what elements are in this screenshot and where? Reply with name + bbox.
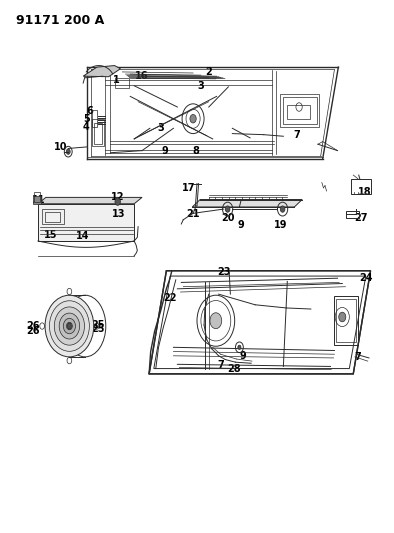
Text: 13: 13 xyxy=(112,209,125,220)
Circle shape xyxy=(210,313,222,329)
Text: 23: 23 xyxy=(217,267,230,277)
Circle shape xyxy=(280,206,285,212)
Text: 11: 11 xyxy=(32,195,46,205)
Text: 4: 4 xyxy=(83,122,90,132)
Text: 9: 9 xyxy=(162,146,168,156)
Ellipse shape xyxy=(67,322,72,330)
Ellipse shape xyxy=(63,318,76,334)
Bar xyxy=(336,300,357,342)
Polygon shape xyxy=(149,271,370,374)
Polygon shape xyxy=(83,66,121,77)
Bar xyxy=(346,211,359,217)
Text: 26: 26 xyxy=(26,321,40,331)
Bar xyxy=(92,119,104,147)
Bar xyxy=(280,94,319,127)
Bar xyxy=(334,296,358,345)
Text: 12: 12 xyxy=(111,192,125,203)
Bar xyxy=(282,98,317,124)
Polygon shape xyxy=(38,197,142,204)
Bar xyxy=(33,196,41,204)
Text: 25: 25 xyxy=(91,324,105,334)
Text: 3: 3 xyxy=(197,81,204,91)
Text: 15: 15 xyxy=(44,230,58,240)
Text: 20: 20 xyxy=(222,213,235,223)
Text: 19: 19 xyxy=(273,220,287,230)
Bar xyxy=(115,78,130,88)
Bar xyxy=(351,179,370,194)
Text: 6: 6 xyxy=(87,106,94,116)
Text: 3: 3 xyxy=(158,123,164,133)
Ellipse shape xyxy=(54,307,84,345)
Circle shape xyxy=(225,206,230,212)
Polygon shape xyxy=(85,67,338,160)
Circle shape xyxy=(115,198,121,205)
Text: 8: 8 xyxy=(193,146,200,156)
Text: 91171 200 A: 91171 200 A xyxy=(17,14,105,27)
Polygon shape xyxy=(38,204,134,241)
Bar xyxy=(92,110,97,127)
Bar xyxy=(34,192,39,201)
Text: 2: 2 xyxy=(205,68,212,77)
Bar xyxy=(45,212,60,222)
Text: 14: 14 xyxy=(76,231,89,241)
Text: 28: 28 xyxy=(227,364,241,374)
Polygon shape xyxy=(192,199,302,207)
Text: 16: 16 xyxy=(135,71,149,81)
Bar xyxy=(287,106,310,119)
Text: 24: 24 xyxy=(359,273,373,283)
Text: 1: 1 xyxy=(113,75,120,85)
Circle shape xyxy=(66,149,70,155)
Ellipse shape xyxy=(49,301,89,351)
Circle shape xyxy=(238,345,241,350)
Text: 9: 9 xyxy=(238,220,244,230)
Text: 7: 7 xyxy=(355,352,361,362)
Ellipse shape xyxy=(59,313,80,339)
Ellipse shape xyxy=(45,295,94,357)
Text: 21: 21 xyxy=(186,209,200,220)
Ellipse shape xyxy=(67,323,71,329)
Text: 9: 9 xyxy=(240,351,247,361)
Circle shape xyxy=(190,115,196,123)
Text: 22: 22 xyxy=(164,293,177,303)
Text: 26: 26 xyxy=(26,326,40,336)
Text: 17: 17 xyxy=(182,183,195,193)
Circle shape xyxy=(339,312,346,322)
Text: 5: 5 xyxy=(84,114,91,124)
Bar xyxy=(94,123,102,144)
Text: 7: 7 xyxy=(217,360,224,370)
Text: 25: 25 xyxy=(91,320,105,330)
Text: 27: 27 xyxy=(354,213,368,223)
Bar xyxy=(42,209,63,224)
Text: 7: 7 xyxy=(294,130,301,140)
Text: 18: 18 xyxy=(358,187,372,197)
Text: 10: 10 xyxy=(54,142,67,152)
